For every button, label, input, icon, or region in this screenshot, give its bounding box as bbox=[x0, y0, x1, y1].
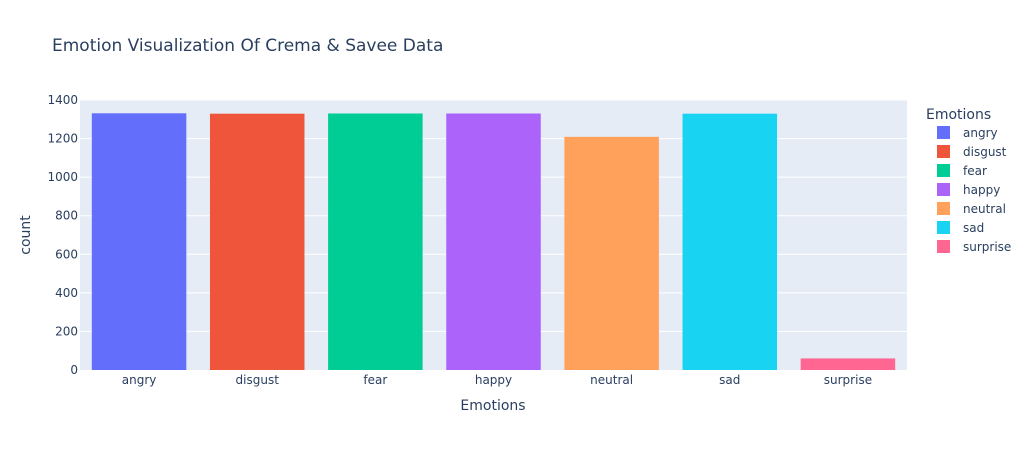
x-axis-ticks: angry disgust fear happy neutral sad surprise bbox=[122, 373, 872, 387]
legend-label: happy bbox=[963, 183, 1000, 197]
y-tick-label: 1400 bbox=[47, 93, 78, 107]
y-axis-title: count bbox=[18, 215, 34, 255]
bar-fear[interactable] bbox=[328, 113, 423, 371]
y-tick-label: 400 bbox=[55, 286, 78, 300]
bar-angry[interactable] bbox=[91, 113, 187, 371]
x-tick-label-angry: angry bbox=[122, 373, 157, 387]
y-tick-label: 600 bbox=[55, 247, 78, 261]
bar-sad[interactable] bbox=[682, 113, 778, 370]
x-tick-label-sad: sad bbox=[719, 373, 740, 387]
legend-swatch bbox=[937, 145, 950, 158]
legend-label: surprise bbox=[963, 240, 1011, 254]
y-tick-label: 200 bbox=[55, 324, 78, 338]
legend-label: sad bbox=[963, 221, 984, 235]
x-tick-label-surprise: surprise bbox=[824, 373, 872, 387]
legend-swatch bbox=[937, 183, 950, 196]
bars bbox=[91, 113, 896, 371]
legend-swatch bbox=[937, 240, 950, 253]
legend-swatch bbox=[937, 164, 950, 177]
y-tick-label: 1000 bbox=[47, 170, 78, 184]
legend-label: angry bbox=[963, 126, 998, 140]
legend-item-sad[interactable]: sad bbox=[937, 221, 984, 235]
bar-happy[interactable] bbox=[446, 113, 541, 371]
legend-swatch bbox=[937, 202, 950, 215]
x-tick-label-happy: happy bbox=[475, 373, 512, 387]
y-tick-label: 800 bbox=[55, 209, 78, 223]
legend-label: neutral bbox=[963, 202, 1006, 216]
legend-item-neutral[interactable]: neutral bbox=[937, 202, 1006, 216]
bar-surprise[interactable] bbox=[800, 358, 896, 370]
legend-item-happy[interactable]: happy bbox=[937, 183, 1000, 197]
legend-title: Emotions bbox=[926, 107, 991, 123]
chart-title: Emotion Visualization Of Crema & Savee D… bbox=[52, 36, 443, 56]
legend-swatch bbox=[937, 126, 950, 139]
legend-swatch bbox=[937, 221, 950, 234]
legend-label: disgust bbox=[963, 145, 1007, 159]
legend-item-fear[interactable]: fear bbox=[937, 164, 987, 178]
bar-disgust[interactable] bbox=[209, 113, 305, 370]
x-tick-label-fear: fear bbox=[363, 373, 387, 387]
y-axis-ticks: 0 200 400 600 800 1000 1200 1400 bbox=[47, 93, 78, 377]
y-tick-label: 1200 bbox=[47, 132, 78, 146]
x-tick-label-disgust: disgust bbox=[236, 373, 280, 387]
x-tick-label-neutral: neutral bbox=[590, 373, 633, 387]
legend: Emotions angry disgust fear happy neutral sad… bbox=[926, 107, 1011, 254]
x-axis-title: Emotions bbox=[460, 398, 525, 414]
legend-item-surprise[interactable]: surprise bbox=[937, 240, 1011, 254]
bar-neutral[interactable] bbox=[564, 136, 659, 370]
legend-label: fear bbox=[963, 164, 987, 178]
y-tick-label: 0 bbox=[70, 363, 78, 377]
legend-item-angry[interactable]: angry bbox=[937, 126, 998, 140]
legend-item-disgust[interactable]: disgust bbox=[937, 145, 1007, 159]
